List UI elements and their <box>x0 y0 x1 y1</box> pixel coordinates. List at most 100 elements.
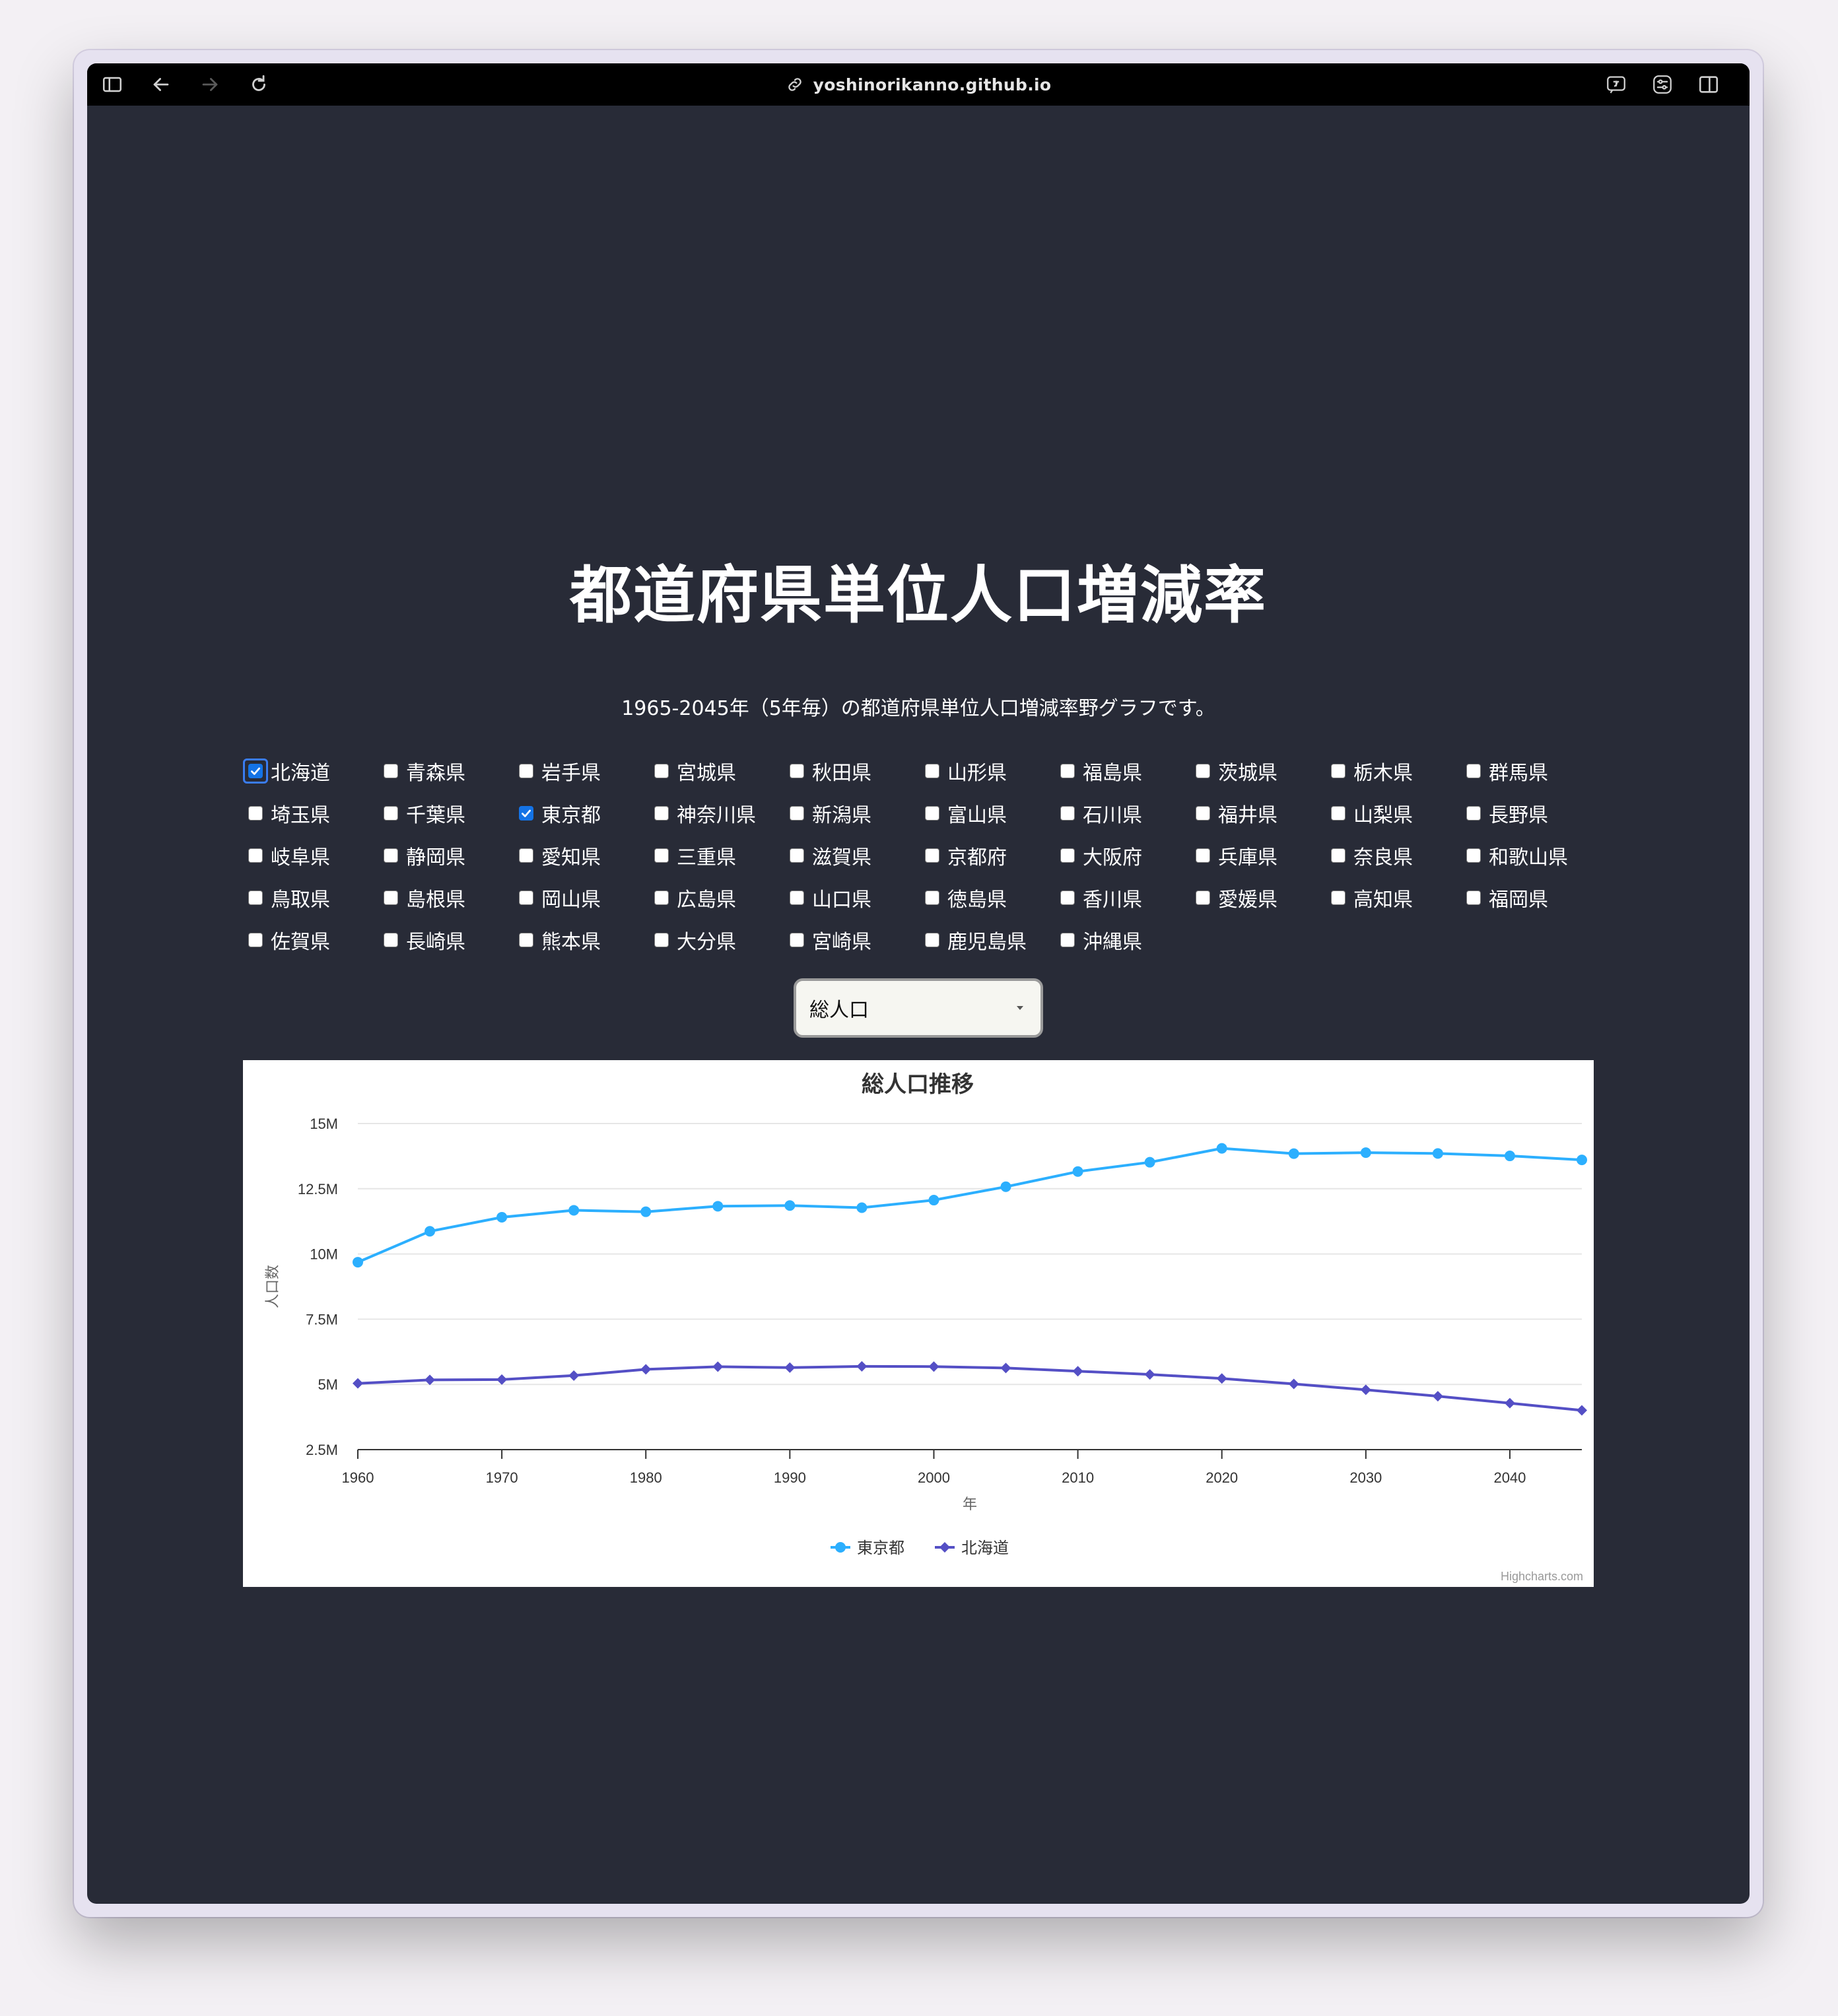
prefecture-checkbox[interactable] <box>519 764 533 778</box>
prefecture-checkbox[interactable] <box>519 848 533 863</box>
prefecture-checkbox[interactable] <box>790 806 804 821</box>
prefecture-checkbox[interactable] <box>1060 933 1075 947</box>
prefecture-checkbox[interactable] <box>519 933 533 947</box>
prefecture-checkbox[interactable] <box>1331 848 1345 863</box>
prefecture-checkbox[interactable] <box>1466 890 1481 905</box>
prefecture-option[interactable]: 香川県 <box>1055 883 1190 912</box>
prefecture-option[interactable]: 奈良県 <box>1326 841 1461 870</box>
prefecture-option[interactable]: 福井県 <box>1190 799 1326 828</box>
prefecture-checkbox[interactable] <box>654 764 669 778</box>
prefecture-checkbox[interactable] <box>1060 890 1075 905</box>
prefecture-checkbox[interactable] <box>1466 764 1481 778</box>
prefecture-checkbox[interactable] <box>384 933 398 947</box>
prefecture-option[interactable]: 石川県 <box>1055 799 1190 828</box>
prefecture-option[interactable]: 秋田県 <box>784 756 920 786</box>
sidebar-toggle-icon[interactable] <box>94 63 131 106</box>
prefecture-checkbox[interactable] <box>1060 848 1075 863</box>
prefecture-checkbox[interactable] <box>1331 806 1345 821</box>
prefecture-checkbox[interactable] <box>248 848 263 863</box>
prefecture-checkbox[interactable] <box>925 806 939 821</box>
prefecture-option[interactable]: 富山県 <box>920 799 1055 828</box>
prefecture-option[interactable]: 大分県 <box>649 925 784 955</box>
prefecture-option[interactable]: 高知県 <box>1326 883 1461 912</box>
population-type-select[interactable]: 総人口 <box>794 978 1043 1038</box>
prefecture-option[interactable]: 北海道 <box>243 756 378 786</box>
reader-settings-icon[interactable] <box>1644 63 1681 106</box>
prefecture-option[interactable]: 群馬県 <box>1461 756 1596 786</box>
prefecture-checkbox[interactable] <box>1060 806 1075 821</box>
translate-icon[interactable] <box>1598 63 1635 106</box>
prefecture-option[interactable]: 鹿児島県 <box>920 925 1055 955</box>
prefecture-option[interactable]: 滋賀県 <box>784 841 920 870</box>
legend-item[interactable]: 東京都 <box>857 1539 904 1557</box>
prefecture-option[interactable]: 沖縄県 <box>1055 925 1190 955</box>
split-view-icon[interactable] <box>1690 63 1727 106</box>
prefecture-checkbox[interactable] <box>384 806 398 821</box>
prefecture-option[interactable]: 千葉県 <box>378 799 514 828</box>
prefecture-option[interactable]: 愛媛県 <box>1190 883 1326 912</box>
prefecture-option[interactable]: 長崎県 <box>378 925 514 955</box>
prefecture-option[interactable]: 新潟県 <box>784 799 920 828</box>
address-bar-field[interactable]: yoshinorikanno.github.io <box>786 75 1052 94</box>
prefecture-checkbox[interactable] <box>519 890 533 905</box>
prefecture-option[interactable]: 広島県 <box>649 883 784 912</box>
prefecture-option[interactable]: 神奈川県 <box>649 799 784 828</box>
prefecture-checkbox[interactable] <box>925 933 939 947</box>
prefecture-checkbox[interactable] <box>925 764 939 778</box>
prefecture-checkbox[interactable] <box>1060 764 1075 778</box>
prefecture-checkbox[interactable] <box>654 848 669 863</box>
prefecture-checkbox[interactable] <box>384 764 398 778</box>
prefecture-checkbox[interactable] <box>384 848 398 863</box>
prefecture-checkbox[interactable] <box>519 806 533 821</box>
prefecture-checkbox[interactable] <box>654 806 669 821</box>
prefecture-checkbox[interactable] <box>248 764 263 778</box>
back-arrow-icon[interactable] <box>143 63 180 106</box>
prefecture-option[interactable]: 宮城県 <box>649 756 784 786</box>
prefecture-checkbox[interactable] <box>248 890 263 905</box>
prefecture-checkbox[interactable] <box>654 890 669 905</box>
prefecture-option[interactable]: 大阪府 <box>1055 841 1190 870</box>
prefecture-checkbox[interactable] <box>384 890 398 905</box>
prefecture-checkbox[interactable] <box>1196 764 1210 778</box>
prefecture-option[interactable]: 福岡県 <box>1461 883 1596 912</box>
prefecture-option[interactable]: 山口県 <box>784 883 920 912</box>
prefecture-option[interactable]: 福島県 <box>1055 756 1190 786</box>
prefecture-checkbox[interactable] <box>790 890 804 905</box>
prefecture-checkbox[interactable] <box>1331 890 1345 905</box>
prefecture-option[interactable]: 山形県 <box>920 756 1055 786</box>
prefecture-option[interactable]: 佐賀県 <box>243 925 378 955</box>
prefecture-checkbox[interactable] <box>1196 806 1210 821</box>
prefecture-checkbox[interactable] <box>1196 848 1210 863</box>
prefecture-option[interactable]: 岩手県 <box>514 756 649 786</box>
prefecture-option[interactable]: 東京都 <box>514 799 649 828</box>
prefecture-checkbox[interactable] <box>1331 764 1345 778</box>
prefecture-option[interactable]: 岐阜県 <box>243 841 378 870</box>
prefecture-checkbox[interactable] <box>248 933 263 947</box>
prefecture-option[interactable]: 宮崎県 <box>784 925 920 955</box>
prefecture-checkbox[interactable] <box>248 806 263 821</box>
prefecture-option[interactable]: 鳥取県 <box>243 883 378 912</box>
prefecture-option[interactable]: 埼玉県 <box>243 799 378 828</box>
prefecture-checkbox[interactable] <box>925 848 939 863</box>
prefecture-checkbox[interactable] <box>925 890 939 905</box>
prefecture-checkbox[interactable] <box>790 764 804 778</box>
prefecture-option[interactable]: 静岡県 <box>378 841 514 870</box>
prefecture-option[interactable]: 和歌山県 <box>1461 841 1596 870</box>
prefecture-option[interactable]: 徳島県 <box>920 883 1055 912</box>
prefecture-checkbox[interactable] <box>1196 890 1210 905</box>
prefecture-checkbox[interactable] <box>654 933 669 947</box>
prefecture-option[interactable]: 兵庫県 <box>1190 841 1326 870</box>
prefecture-checkbox[interactable] <box>790 848 804 863</box>
prefecture-option[interactable]: 青森県 <box>378 756 514 786</box>
reload-icon[interactable] <box>240 63 277 106</box>
prefecture-option[interactable]: 山梨県 <box>1326 799 1461 828</box>
prefecture-option[interactable]: 島根県 <box>378 883 514 912</box>
prefecture-option[interactable]: 茨城県 <box>1190 756 1326 786</box>
prefecture-checkbox[interactable] <box>1466 806 1481 821</box>
prefecture-option[interactable]: 三重県 <box>649 841 784 870</box>
prefecture-option[interactable]: 長野県 <box>1461 799 1596 828</box>
prefecture-option[interactable]: 京都府 <box>920 841 1055 870</box>
prefecture-option[interactable]: 愛知県 <box>514 841 649 870</box>
prefecture-checkbox[interactable] <box>790 933 804 947</box>
prefecture-option[interactable]: 岡山県 <box>514 883 649 912</box>
